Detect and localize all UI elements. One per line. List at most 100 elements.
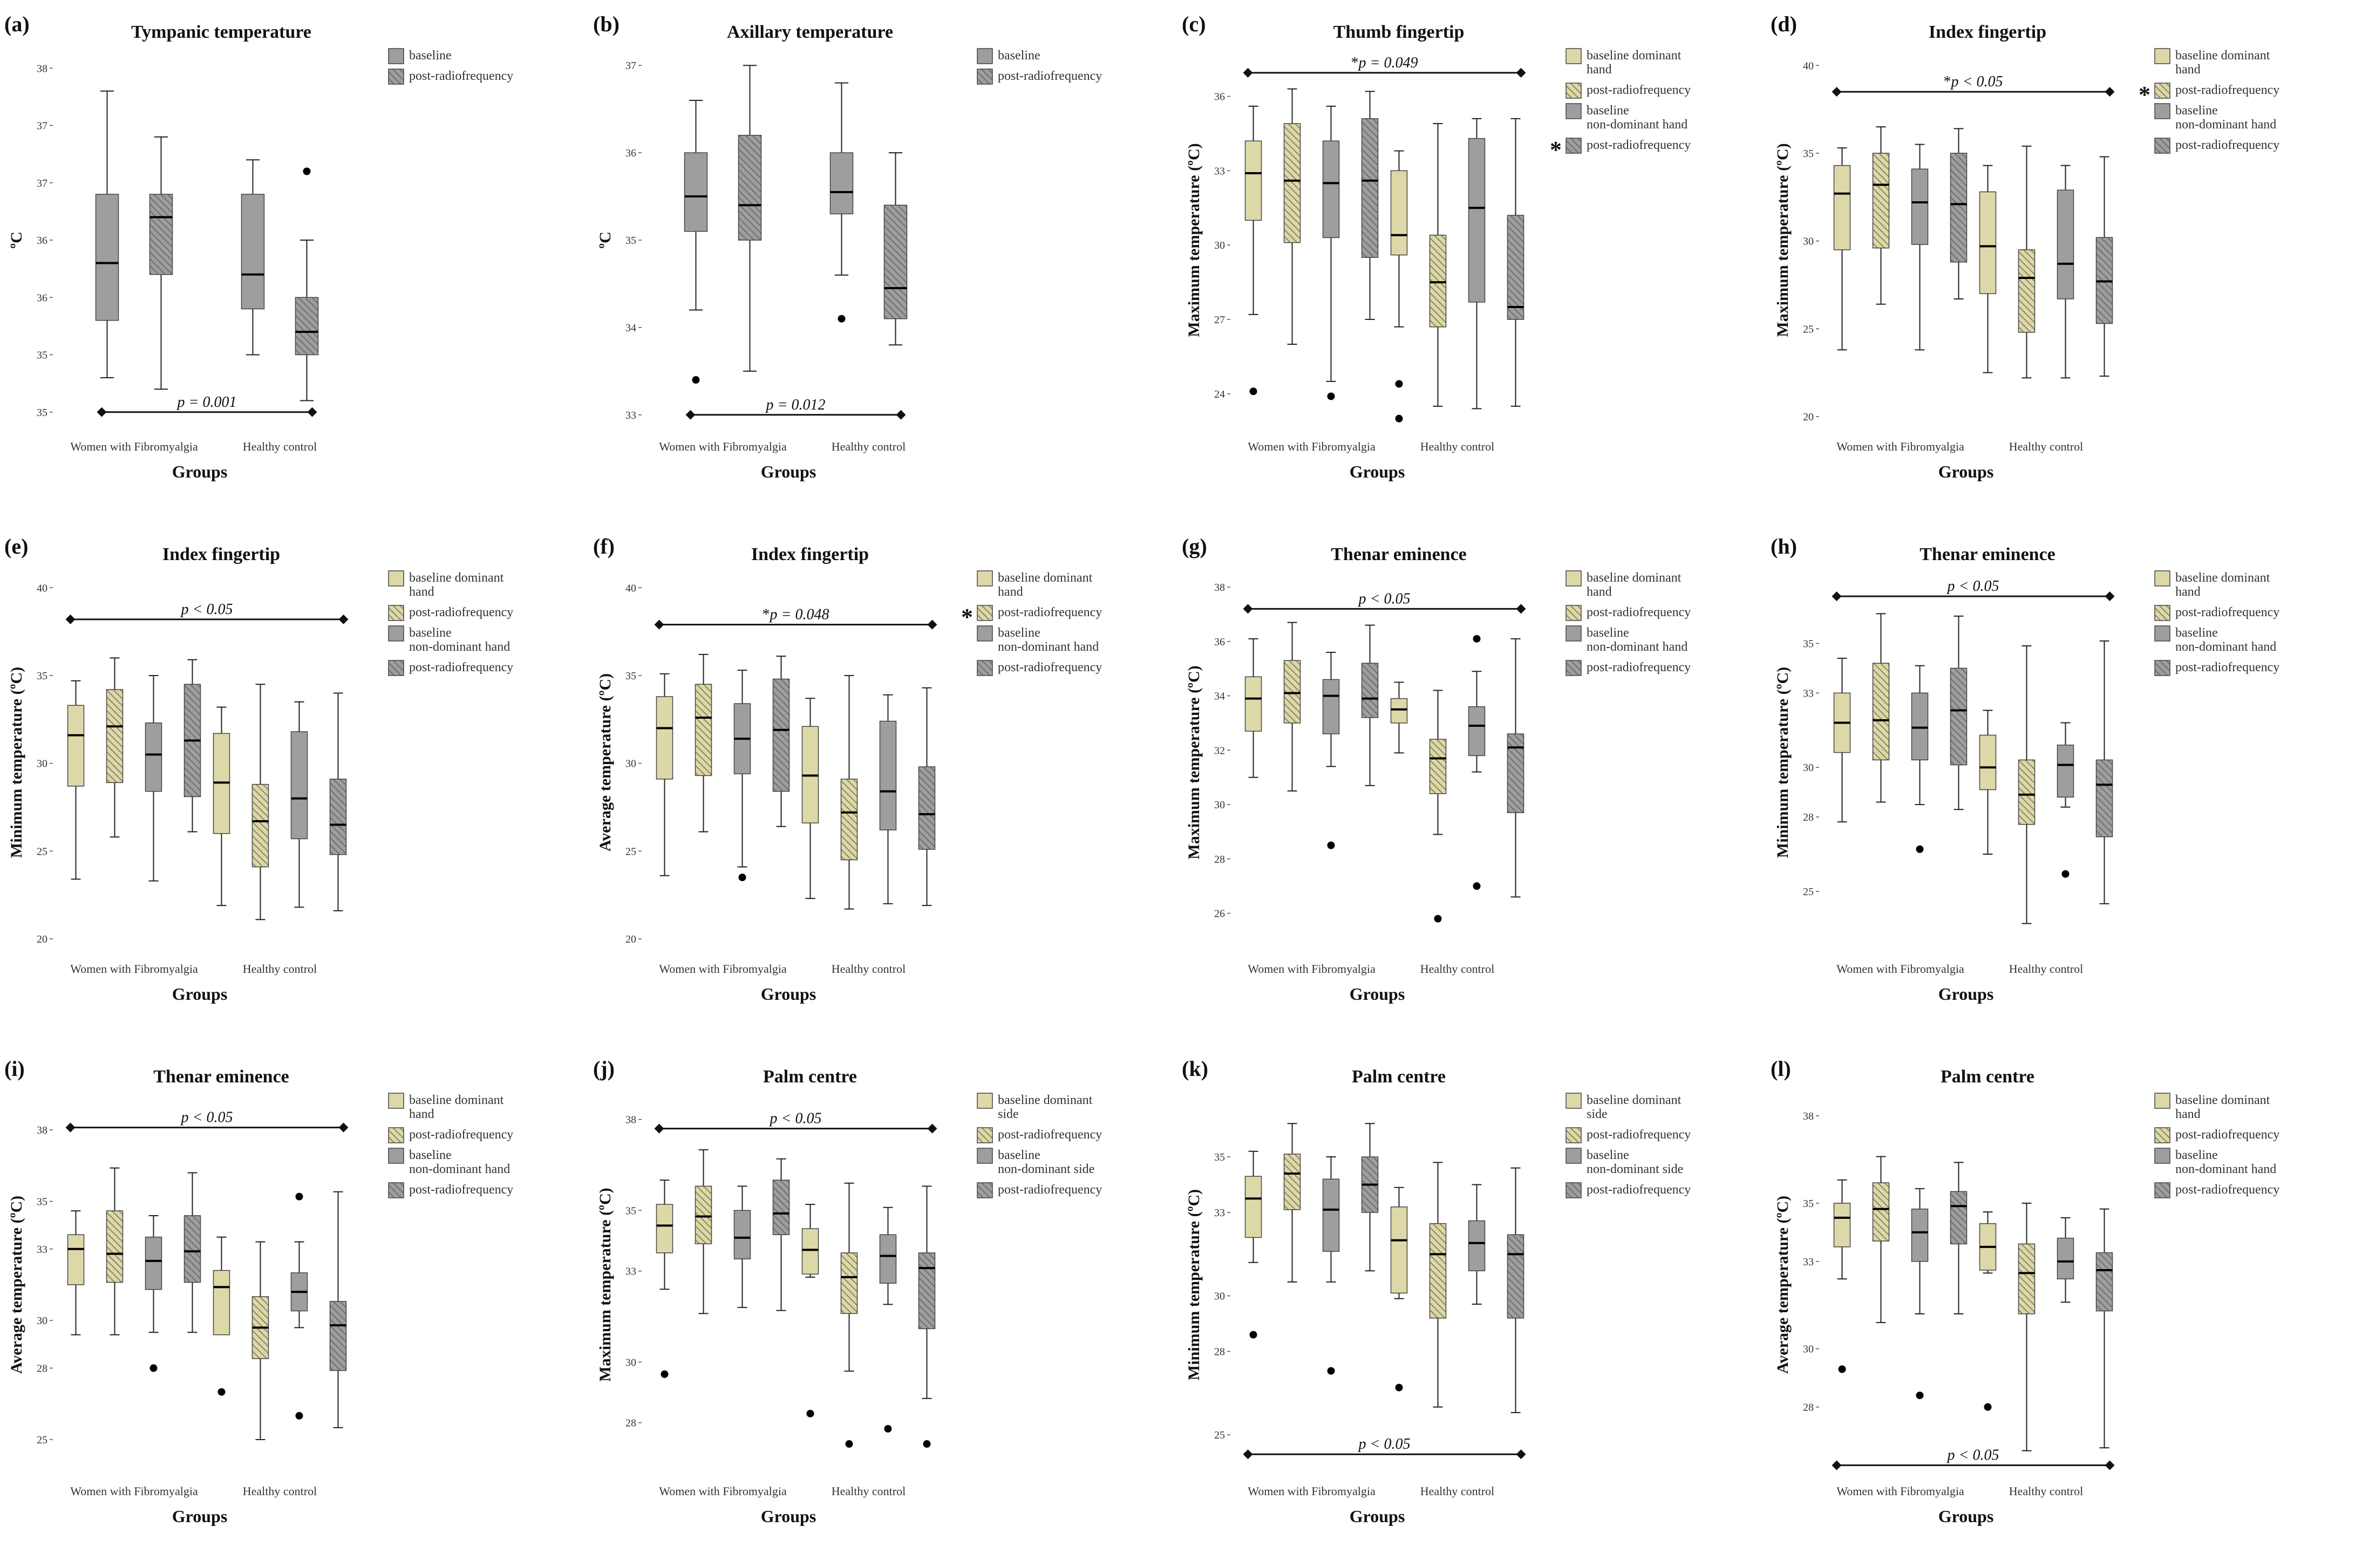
box-c-2-1 — [1468, 118, 1486, 410]
chart-panel-d: (d) Index fingertip Maximum temperature (º… — [1766, 0, 2355, 522]
significance-endpoint — [338, 614, 349, 624]
chart-panel-b: (b) Axillary temperature ºC 33 34 35 36 37 Women… — [589, 0, 1178, 522]
legend-swatch — [2154, 1148, 2170, 1164]
box-body — [695, 1185, 712, 1244]
legend-swatch — [388, 1093, 404, 1109]
y-tick-label: 28 — [1214, 1346, 1225, 1358]
x-axis-label: Groups — [1938, 984, 1994, 1004]
legend-label: baseline non-dominant hand — [409, 626, 510, 654]
y-axis-label: Maximum temperature (ºC) — [1185, 143, 1203, 337]
box-body — [695, 684, 712, 776]
x-category-label: Women with Fibromyalgia — [1248, 1484, 1376, 1498]
chart-panel-j: (j) Palm centre Maximum temperature (ºC) 28… — [589, 1045, 1178, 1567]
x-category-label: Healthy control — [832, 440, 906, 453]
box-d-0-0 — [1833, 147, 1851, 351]
box-d-2-0 — [1911, 144, 1929, 351]
box-body — [772, 1180, 790, 1236]
outlier-point — [1984, 1403, 1992, 1411]
box-j-3-1 — [918, 1185, 936, 1448]
box-c-3-1 — [1507, 118, 1524, 407]
legend-label: baseline non-dominant hand — [2175, 1148, 2276, 1176]
significance-endpoint — [1243, 1449, 1253, 1460]
y-tick-label: 35 — [625, 235, 636, 247]
box-body — [183, 1215, 201, 1283]
p-value-label: *p = 0.049 — [1351, 54, 1418, 71]
box-body — [1429, 1223, 1447, 1319]
box-body — [1872, 153, 1890, 249]
legend-label: baseline dominant hand — [409, 1093, 504, 1121]
legend-label: baseline dominant hand — [998, 571, 1093, 599]
box-body — [1361, 663, 1379, 718]
box-body — [67, 705, 85, 787]
box-i-3-0 — [183, 1172, 201, 1333]
significance-endpoint — [685, 410, 696, 420]
legend-swatch — [388, 48, 404, 64]
chart-title: Thenar eminence — [1331, 544, 1467, 564]
y-tick-label: 35 — [37, 350, 47, 362]
box-g-3-0 — [1361, 624, 1379, 786]
box-j-2-0 — [733, 1185, 751, 1308]
legend-label: post-radiofrequency — [998, 1183, 1102, 1197]
legend-label: post-radiofrequency — [409, 605, 513, 619]
significance-endpoint — [307, 407, 317, 417]
box-e-2-1 — [290, 701, 308, 908]
y-axis-label: Average temperature (ºC) — [1774, 1196, 1792, 1374]
box-body — [1911, 168, 1929, 245]
significance-endpoint — [654, 619, 664, 630]
box-body — [213, 1270, 230, 1335]
legend-significance-star: * — [2139, 81, 2150, 108]
legend-label: post-radiofrequency — [409, 660, 513, 674]
x-axis-label: Groups — [1350, 1506, 1405, 1526]
legend-label: post-radiofrequency — [1587, 1183, 1691, 1197]
panel-letter: (b) — [593, 12, 620, 36]
x-category-label: Healthy control — [1420, 1484, 1494, 1498]
y-tick-label: 30 — [1803, 762, 1814, 774]
box-body — [329, 1301, 347, 1371]
legend-label: baseline dominant hand — [1587, 49, 1682, 77]
legend-swatch — [1566, 1127, 1582, 1143]
legend-swatch — [388, 660, 404, 676]
box-body — [2018, 759, 2036, 825]
box-body — [1283, 123, 1301, 243]
box-body — [918, 1252, 936, 1330]
p-value-label: p < 0.05 — [1358, 1436, 1411, 1453]
y-tick-label: 28 — [1803, 812, 1814, 823]
panel-letter: (f) — [593, 534, 615, 558]
legend-swatch — [1566, 138, 1582, 154]
significance-endpoint — [927, 619, 937, 630]
y-axis-label: Maximum temperature (ºC) — [1185, 665, 1203, 859]
chart-svg-k: (k) Palm centre Minimum temperature (ºC) 25… — [1182, 1056, 1691, 1526]
box-body — [106, 1210, 124, 1283]
y-tick-label: 28 — [37, 1363, 47, 1375]
x-axis-label: Groups — [761, 462, 816, 481]
legend-swatch — [977, 625, 993, 642]
legend-significance-star: * — [961, 604, 973, 630]
legend-swatch — [977, 660, 993, 676]
legend-label: baseline dominant hand — [2175, 571, 2270, 599]
box-body — [1507, 215, 1524, 320]
y-tick-label: 35 — [625, 1205, 636, 1217]
chart-svg-l: (l) Palm centre Average temperature (ºC) 28… — [1771, 1056, 2279, 1526]
y-tick-label: 40 — [625, 582, 636, 594]
legend-label: post-radiofrequency — [998, 1128, 1102, 1142]
box-body — [1390, 170, 1408, 256]
significance-endpoint — [2105, 1460, 2115, 1470]
legend-swatch — [977, 1093, 993, 1109]
legend-label: post-radiofrequency — [409, 1183, 513, 1197]
significance-endpoint — [896, 410, 906, 420]
legend-swatch — [2154, 1127, 2170, 1143]
box-body — [2018, 1243, 2036, 1314]
legend-label: baseline dominant hand — [1587, 571, 1682, 599]
box-g-1-1 — [1429, 690, 1447, 923]
box-i-2-0 — [145, 1215, 162, 1372]
legend-swatch — [2154, 625, 2170, 642]
box-k-2-0 — [1322, 1156, 1340, 1375]
x-category-label: Women with Fibromyalgia — [1248, 962, 1376, 976]
y-tick-label: 40 — [37, 582, 47, 594]
chart-panel-f: (f) Index fingertip Average temperature (º… — [589, 522, 1178, 1045]
y-tick-label: 40 — [1803, 60, 1814, 72]
outlier-point — [1249, 1331, 1257, 1339]
legend-label: baseline non-dominant side — [1587, 1148, 1683, 1176]
legend-swatch — [977, 1127, 993, 1143]
significance-endpoint — [65, 614, 76, 624]
